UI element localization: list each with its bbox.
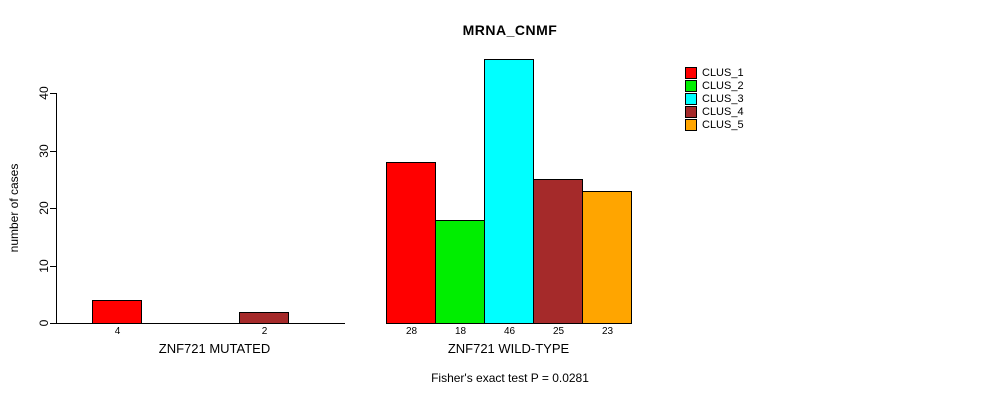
bar-clus_3 [484, 59, 534, 324]
y-tick-mark [50, 323, 56, 324]
bar-value-label: 4 [114, 326, 121, 337]
bar-value-label: 2 [261, 326, 268, 337]
legend-swatch-clus_5 [685, 119, 697, 131]
bar-clus_5 [582, 191, 632, 324]
bar-clus_4 [239, 312, 289, 324]
bar-clus_4 [533, 179, 583, 324]
y-tick-label: 30 [37, 144, 51, 158]
category-label: ZNF721 WILD-TYPE [447, 341, 570, 356]
y-tick-label: 40 [37, 86, 51, 100]
y-axis-label: number of cases [7, 163, 21, 253]
y-axis-line [56, 93, 57, 324]
y-tick-label: 20 [37, 201, 51, 215]
bar-value-label: 23 [601, 326, 614, 337]
y-tick-mark [50, 93, 56, 94]
bar-clus_2 [435, 220, 485, 324]
legend-label: CLUS_1 [702, 67, 744, 79]
stat-annotation: Fisher's exact test P = 0.0281 [431, 371, 589, 385]
y-tick-mark [50, 208, 56, 209]
legend-swatch-clus_1 [685, 67, 697, 79]
bar-value-label: 18 [454, 326, 467, 337]
legend-label: CLUS_3 [702, 93, 744, 105]
bar-clus_1 [386, 162, 436, 324]
y-tick-mark [50, 151, 56, 152]
bar-clus_1 [92, 300, 142, 324]
y-tick-mark [50, 266, 56, 267]
legend-label: CLUS_2 [702, 80, 744, 92]
bar-value-label: 28 [405, 326, 418, 337]
legend-label: CLUS_5 [702, 119, 744, 131]
legend-swatch-clus_4 [685, 106, 697, 118]
y-tick-label: 10 [37, 259, 51, 273]
bar-value-label: 25 [552, 326, 565, 337]
x-axis-baseline [56, 323, 345, 324]
chart-title: MRNA_CNMF [462, 22, 558, 38]
legend-label: CLUS_4 [702, 106, 744, 118]
legend-swatch-clus_2 [685, 80, 697, 92]
legend-swatch-clus_3 [685, 93, 697, 105]
bar-value-label: 46 [503, 326, 516, 337]
y-tick-label: 0 [37, 319, 51, 327]
category-label: ZNF721 MUTATED [158, 341, 271, 356]
